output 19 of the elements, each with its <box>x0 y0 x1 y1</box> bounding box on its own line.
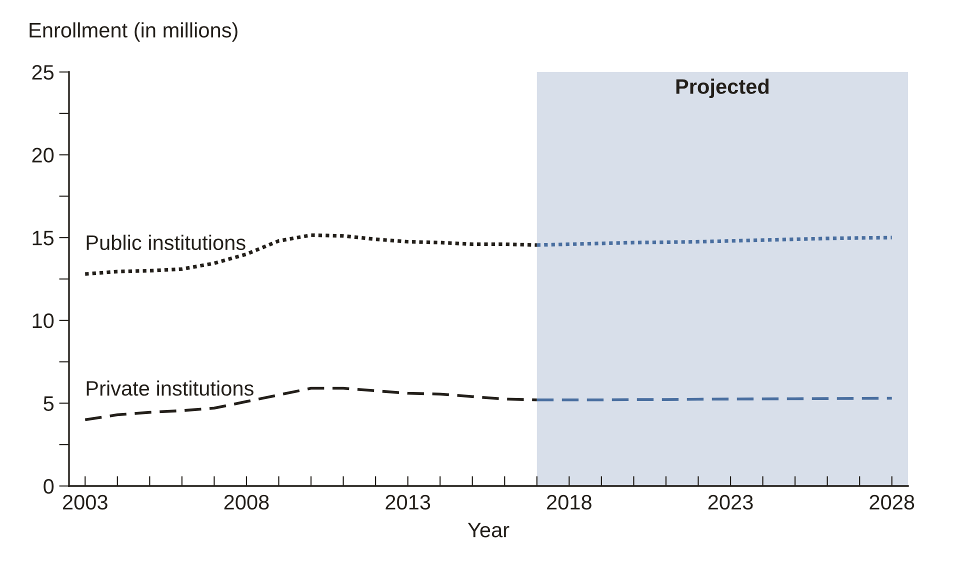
y-tick-label: 20 <box>32 148 54 163</box>
x-axis-title: Year <box>468 522 510 538</box>
x-tick-label: 2008 <box>224 494 269 510</box>
band-label: Projected <box>676 78 769 98</box>
y-tick-label: 0 <box>44 479 54 494</box>
y-tick-label: 25 <box>32 65 54 80</box>
y-axis-title: Enrollment (in millions) <box>30 22 238 42</box>
x-tick-label: 2003 <box>63 494 108 510</box>
series-label: Public institutions <box>86 234 246 250</box>
x-tick-label: 2013 <box>386 494 430 510</box>
line-series <box>83 233 539 276</box>
x-tick-label: 2023 <box>708 494 753 510</box>
series-label: Private institutions <box>86 380 254 396</box>
line-series <box>535 236 894 247</box>
y-tick-label: 5 <box>44 396 54 411</box>
y-tick-label: 15 <box>32 230 54 246</box>
x-tick-label: 2018 <box>547 494 592 510</box>
x-tick-label: 2028 <box>870 494 914 510</box>
y-tick-label: 10 <box>32 313 54 328</box>
